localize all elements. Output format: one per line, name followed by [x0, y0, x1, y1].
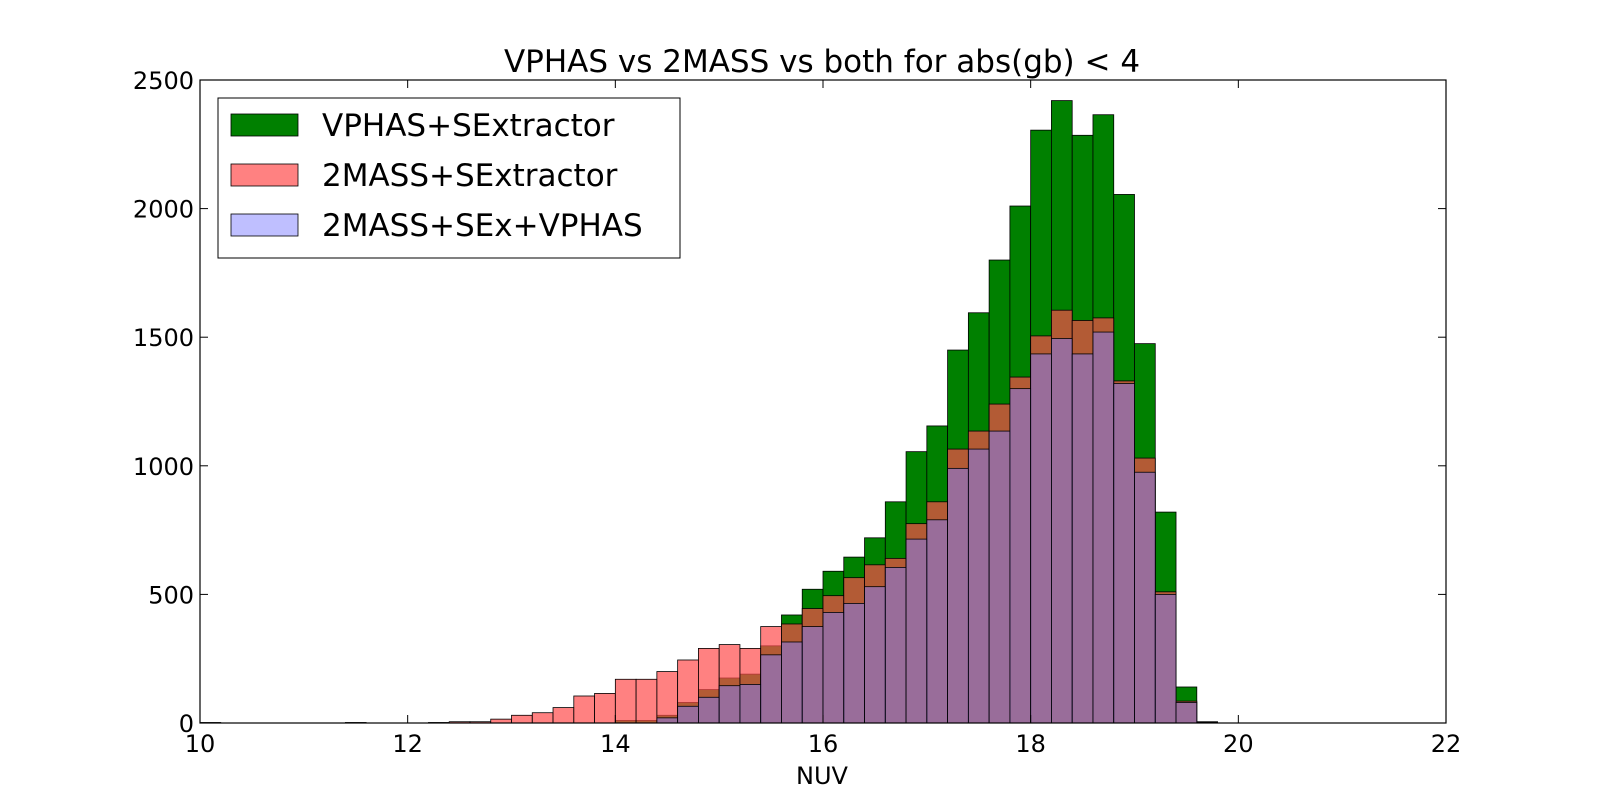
x-tick-label: 16: [808, 730, 839, 758]
bar: [1092, 331, 1115, 724]
bar: [677, 705, 699, 724]
bar: [884, 566, 907, 724]
bar: [905, 538, 928, 724]
bar: [1134, 471, 1156, 724]
bar: [822, 612, 845, 724]
bar: [698, 696, 720, 724]
bar: [1071, 353, 1094, 724]
bar: [531, 712, 554, 724]
y-tick-label: 1500: [133, 324, 194, 352]
bar: [1030, 353, 1052, 724]
bar: [614, 678, 637, 724]
x-tick-label: 12: [392, 730, 423, 758]
bar: [760, 654, 782, 724]
bar: [864, 586, 886, 724]
bar: [843, 603, 865, 724]
y-tick-label: 2000: [133, 196, 194, 224]
series-3: [656, 331, 1198, 724]
bar: [801, 626, 824, 724]
bar: [926, 519, 948, 724]
bar: [594, 693, 616, 724]
legend-label: 2MASS+SEx+VPHAS: [322, 208, 643, 244]
x-tick-label: 14: [600, 730, 631, 758]
bar: [656, 717, 679, 724]
x-tick-label: 10: [185, 730, 216, 758]
legend-label: VPHAS+SExtractor: [322, 108, 615, 144]
bar: [718, 685, 741, 724]
y-tick-label: 1000: [133, 453, 194, 481]
bar: [1175, 702, 1198, 724]
bar: [967, 448, 990, 724]
bar: [781, 641, 803, 724]
bar: [947, 467, 969, 724]
bar: [1113, 383, 1135, 724]
x-tick-label: 18: [1015, 730, 1046, 758]
legend: VPHAS+SExtractor 2MASS+SExtractor 2MASS+SE…: [217, 97, 681, 259]
bars-layer: [199, 100, 1218, 724]
x-tick-label: 22: [1431, 730, 1462, 758]
legend-swatch: [230, 163, 299, 187]
bar: [1154, 594, 1177, 724]
legend-swatch: [230, 113, 299, 137]
y-tick-label: 2500: [133, 67, 194, 95]
legend-label: 2MASS+SExtractor: [322, 158, 618, 194]
x-tick-label: 20: [1223, 730, 1254, 758]
bar: [573, 695, 595, 724]
y-tick-label: 0: [179, 710, 194, 738]
bar: [1009, 388, 1032, 724]
x-axis-label: NUV: [796, 762, 849, 790]
legend-swatch: [230, 213, 299, 237]
bar: [552, 707, 575, 724]
chart-title: VPHAS vs 2MASS vs both for abs(gb) < 4: [504, 44, 1140, 80]
bar: [511, 714, 533, 724]
bar: [988, 430, 1011, 724]
ticks-layer: 10 12 14 16 18 20 22 0 500 1000 1500 2000 2500: [133, 67, 1461, 758]
bar: [635, 678, 658, 724]
bar: [1051, 338, 1073, 724]
bar: [656, 671, 679, 724]
bar: [739, 684, 762, 724]
y-tick-label: 500: [148, 581, 194, 609]
